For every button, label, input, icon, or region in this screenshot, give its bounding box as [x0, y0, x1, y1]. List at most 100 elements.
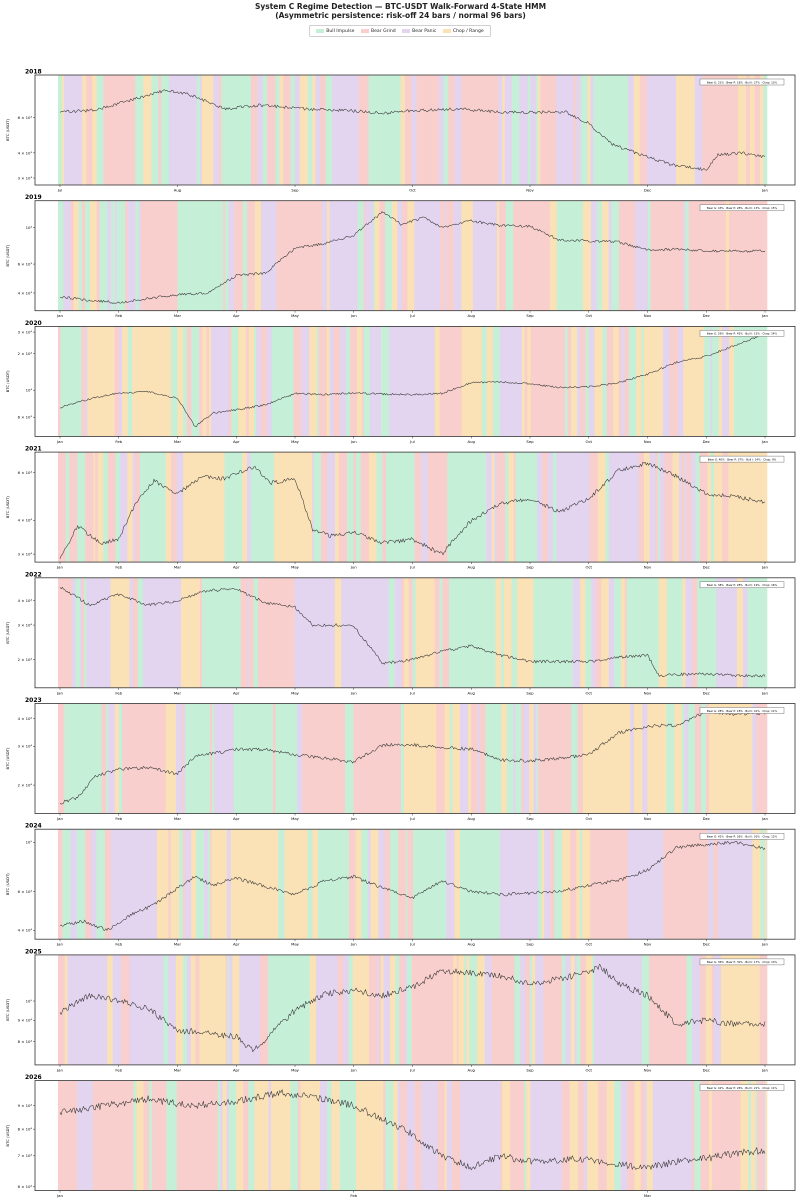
regime-band	[716, 577, 738, 688]
regime-summary-box	[699, 958, 785, 966]
x-tick-label: Nov	[644, 313, 652, 318]
regime-band	[60, 326, 82, 437]
regime-band	[104, 829, 112, 940]
x-tick-label: Aug	[468, 565, 476, 570]
regime-band	[606, 326, 614, 437]
regime-band	[259, 954, 269, 1065]
y-tick-label: 8 × 10⁴	[18, 1039, 33, 1044]
regime-band	[628, 75, 635, 185]
panel-frame	[34, 577, 796, 689]
regime-band	[151, 75, 159, 185]
regime-band	[633, 703, 643, 814]
regime-band	[258, 577, 295, 688]
regime-band	[231, 326, 239, 437]
y-tick-label: 8 × 10⁴	[18, 1127, 33, 1132]
regime-band	[175, 954, 184, 1065]
regime-band	[260, 200, 277, 311]
y-tick-label: 6 × 10⁴	[18, 1184, 33, 1189]
regime-band	[407, 829, 414, 940]
regime-band	[121, 954, 130, 1065]
regime-band	[585, 954, 593, 1065]
regime-band	[553, 452, 557, 563]
regime-band	[561, 954, 566, 1065]
regime-band	[212, 703, 215, 814]
x-tick-label: Jan	[56, 816, 63, 821]
regime-band	[360, 452, 370, 563]
x-tick-label: Jun	[350, 313, 358, 318]
regime-band	[520, 954, 526, 1065]
price-line	[59, 1089, 766, 1171]
x-tick-label: Dec	[703, 565, 710, 570]
regime-band	[460, 703, 469, 814]
x-tick-label: Jun	[350, 565, 358, 570]
regime-band	[453, 200, 462, 311]
regime-band	[427, 452, 448, 563]
regime-band	[394, 577, 402, 688]
y-tick-label: 6 × 10³	[18, 415, 33, 420]
x-tick-label: Jan	[761, 942, 768, 947]
regime-band	[464, 954, 468, 1065]
regime-band	[268, 954, 311, 1065]
regime-band	[196, 75, 201, 185]
regime-band	[381, 954, 384, 1065]
regime-band	[343, 954, 349, 1065]
regime-band	[191, 326, 200, 437]
regime-band	[225, 200, 230, 311]
x-tick-label: Jul	[409, 1067, 415, 1072]
regime-band	[681, 703, 685, 814]
regime-band	[290, 1080, 299, 1191]
regime-band	[385, 1080, 394, 1191]
regime-band	[253, 577, 259, 688]
regime-band	[694, 75, 703, 185]
regime-band	[206, 326, 210, 437]
regime-band	[590, 200, 598, 311]
regime-summary-text: Bear G: 40% · Bear P: 37% · Bull I: 14% …	[708, 457, 777, 461]
regime-band	[752, 703, 757, 814]
x-tick-label: Dec	[703, 816, 710, 821]
regime-band	[652, 1080, 693, 1191]
regime-band	[247, 577, 250, 688]
regime-band	[236, 1080, 244, 1191]
regime-band	[313, 452, 322, 563]
chart-subtitle: (Asymmetric persistence: risk-off 24 bar…	[275, 11, 526, 20]
regime-band	[657, 452, 660, 563]
regime-band	[316, 954, 338, 1065]
regime-band	[246, 326, 250, 437]
regime-band	[453, 954, 458, 1065]
regime-band	[468, 703, 472, 814]
regime-band	[350, 326, 358, 437]
regime-band	[500, 1080, 503, 1191]
regime-summary-box	[699, 204, 785, 211]
x-tick-label: Jan	[761, 188, 768, 193]
price-line	[59, 89, 766, 171]
regime-band	[690, 452, 696, 563]
x-tick-label: Dec	[703, 690, 710, 695]
regime-band	[713, 954, 722, 1065]
regime-band	[515, 703, 522, 814]
regime-band	[496, 200, 500, 311]
x-tick-label: Jun	[350, 942, 358, 947]
panel-frame	[34, 325, 796, 437]
regime-band	[357, 326, 363, 437]
regime-band	[636, 326, 642, 437]
regime-band	[202, 577, 242, 688]
regime-band	[579, 829, 583, 940]
regime-band	[373, 200, 376, 311]
regime-band	[510, 1080, 525, 1191]
regime-band	[635, 200, 649, 311]
regime-band	[200, 75, 203, 185]
y-tick-label: 10⁴	[26, 388, 33, 393]
regime-band	[580, 326, 586, 437]
x-tick-label: Jun	[350, 1067, 358, 1072]
regime-band	[683, 326, 705, 437]
regime-band	[591, 577, 596, 688]
regime-band	[666, 577, 683, 688]
x-tick-label: Mar	[644, 1193, 652, 1198]
regime-band	[707, 452, 712, 563]
regime-band	[614, 577, 622, 688]
regime-band	[352, 954, 370, 1065]
x-tick-label: Oct	[585, 313, 592, 318]
regime-band	[179, 829, 184, 940]
regime-band	[486, 452, 492, 563]
regime-band	[183, 703, 186, 814]
